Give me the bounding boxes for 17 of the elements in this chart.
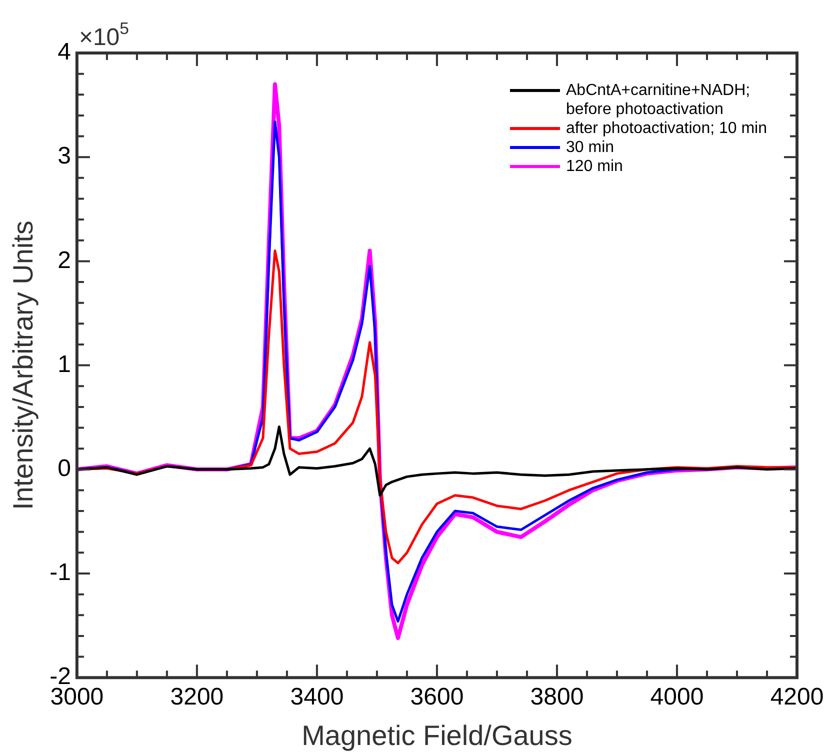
- legend-label: after photoactivation; 10 min: [566, 120, 768, 137]
- y-axis-title: Intensity/Arbitrary Units: [8, 220, 39, 510]
- x-tick-label: 4200: [770, 684, 824, 711]
- y-tick-label: 1: [58, 350, 71, 378]
- legend-label: 120 min: [566, 158, 623, 175]
- y-tick-label: 3: [58, 142, 71, 170]
- y-tick-label: 2: [58, 246, 71, 274]
- x-tick-label: 3600: [410, 684, 464, 711]
- legend-label: 30 min: [566, 138, 614, 156]
- y-tick-label: -1: [50, 559, 71, 586]
- x-tick-label: 3800: [530, 684, 584, 711]
- y-tick-label: 4: [58, 38, 71, 66]
- y-tick-label: 0: [58, 455, 71, 482]
- x-tick-label: 4000: [650, 684, 704, 711]
- x-tick-label: 3200: [170, 684, 224, 711]
- x-axis-title: Magnetic Field/Gauss: [302, 720, 572, 751]
- x-tick-label: 3400: [290, 684, 344, 711]
